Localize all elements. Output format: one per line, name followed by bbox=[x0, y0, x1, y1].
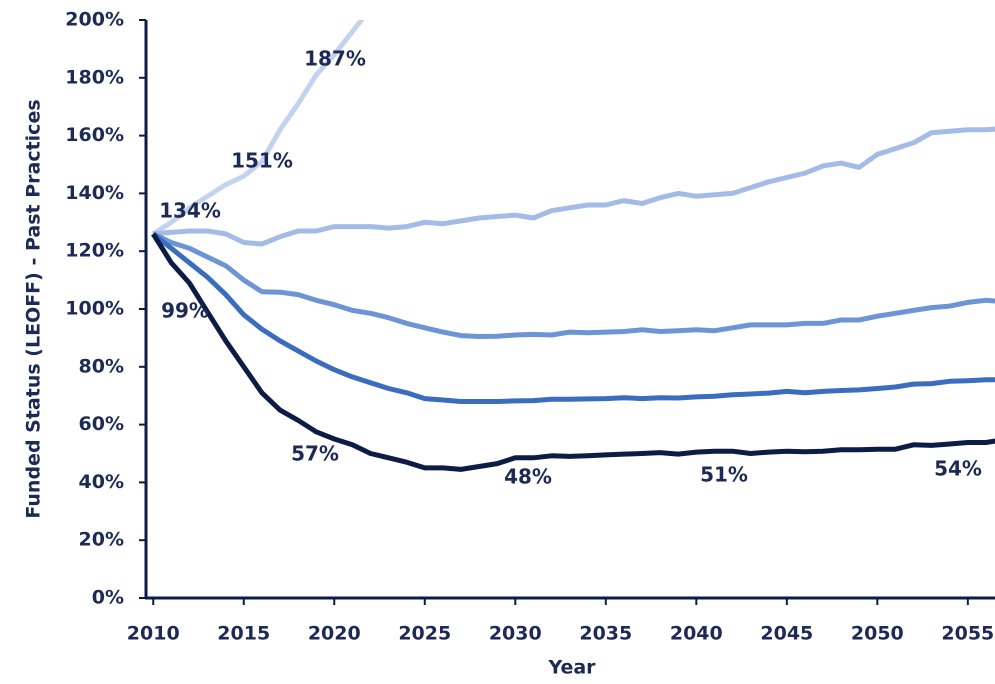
y-tick-label: 200% bbox=[65, 9, 124, 31]
x-tick-label: 2020 bbox=[308, 623, 361, 645]
series-line bbox=[151, 232, 995, 472]
annotation: 51% bbox=[700, 463, 748, 487]
series-line bbox=[151, 20, 365, 237]
y-tick-label: 180% bbox=[65, 66, 124, 88]
y-tick-label: 0% bbox=[92, 587, 124, 609]
annotation: 134% bbox=[159, 199, 221, 223]
y-tick-label: 120% bbox=[65, 240, 124, 262]
annotation: 151% bbox=[231, 149, 293, 173]
annotation: 187% bbox=[304, 47, 366, 71]
annotation: 99% bbox=[161, 299, 209, 323]
y-tick-label: 40% bbox=[79, 471, 124, 493]
annotation: 54% bbox=[934, 457, 982, 481]
series-line bbox=[151, 231, 995, 404]
x-axis-label: Year bbox=[547, 657, 596, 679]
y-tick-label: 140% bbox=[65, 182, 124, 204]
y-tick-label: 20% bbox=[79, 529, 124, 551]
x-tick-label: 2040 bbox=[670, 623, 723, 645]
x-tick-label: 2030 bbox=[489, 623, 542, 645]
x-tick-label: 2015 bbox=[217, 623, 270, 645]
y-tick-label: 100% bbox=[65, 298, 124, 320]
annotation: 57% bbox=[291, 442, 339, 466]
series-line bbox=[152, 231, 995, 339]
y-tick-label: 60% bbox=[79, 413, 124, 435]
y-axis-label: Funded Status (LEOFF) - Past Practices bbox=[23, 99, 45, 518]
x-tick-label: 2045 bbox=[760, 623, 813, 645]
x-tick-label: 2050 bbox=[851, 623, 904, 645]
x-tick-label: 2010 bbox=[127, 623, 180, 645]
x-tick-label: 2035 bbox=[579, 623, 632, 645]
series-line bbox=[152, 126, 995, 247]
annotation: 48% bbox=[504, 465, 552, 489]
x-tick-label: 2055 bbox=[941, 623, 994, 645]
y-tick-label: 80% bbox=[79, 355, 124, 377]
x-tick-label: 2025 bbox=[398, 623, 451, 645]
y-tick-label: 160% bbox=[65, 124, 124, 146]
